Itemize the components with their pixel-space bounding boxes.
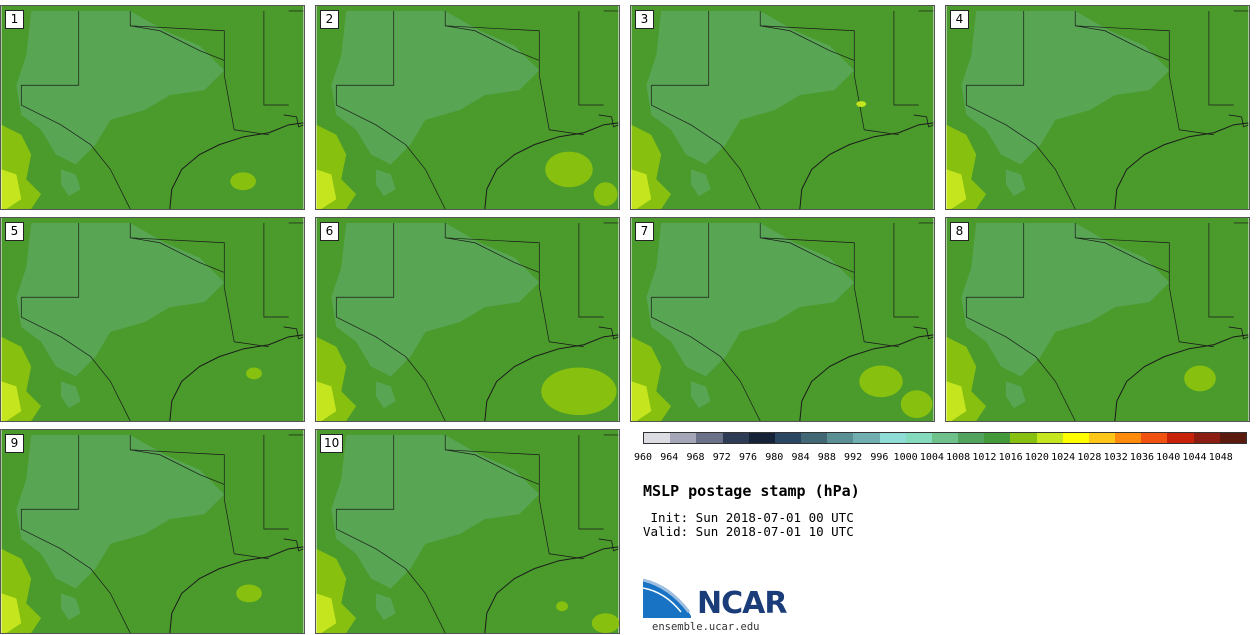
member-label: 5 — [5, 222, 24, 241]
valid-time: Valid: Sun 2018-07-01 10 UTC — [643, 524, 854, 539]
member-label: 7 — [635, 222, 654, 241]
colorbar-swatch — [696, 433, 723, 443]
colorbar-tick-label: 1020 — [1024, 452, 1049, 463]
mslp-map-3 — [631, 6, 934, 209]
colorbar-tick-label: 1032 — [1103, 452, 1128, 463]
map-panel-3: 3 — [630, 5, 935, 210]
colorbar-tick-label: 1000 — [893, 452, 918, 463]
member-label: 8 — [950, 222, 969, 241]
colorbar-tick-label: 976 — [739, 452, 758, 463]
colorbar-swatch — [801, 433, 828, 443]
colorbar-swatch — [984, 433, 1011, 443]
colorbar-tick-label: 988 — [817, 452, 836, 463]
colorbar-tick-label: 980 — [765, 452, 784, 463]
colorbar-tick-label: 984 — [791, 452, 810, 463]
colorbar-swatch — [958, 433, 985, 443]
colorbar-tick-label: 964 — [660, 452, 679, 463]
site-url: ensemble.ucar.edu — [652, 621, 760, 633]
colorbar-swatch — [1062, 433, 1089, 443]
logo-text: NCAR — [697, 586, 787, 621]
colorbar — [643, 432, 1247, 444]
mslp-map-4 — [946, 6, 1249, 209]
colorbar-swatch — [670, 433, 697, 443]
colorbar-tick-label: 1036 — [1129, 452, 1154, 463]
colorbar-swatch — [1115, 433, 1142, 443]
colorbar-tick-label: 972 — [712, 452, 731, 463]
colorbar-tick-label: 1040 — [1156, 452, 1181, 463]
map-panel-4: 4 — [945, 5, 1250, 210]
colorbar-swatch — [905, 433, 932, 443]
colorbar-swatch — [1036, 433, 1063, 443]
map-panel-7: 7 — [630, 217, 935, 422]
map-panel-5: 5 — [0, 217, 305, 422]
mslp-map-9 — [1, 430, 304, 633]
colorbar-swatch — [879, 433, 906, 443]
mslp-map-8 — [946, 218, 1249, 421]
map-panel-2: 2 — [315, 5, 620, 210]
mslp-map-5 — [1, 218, 304, 421]
member-label: 1 — [5, 10, 24, 29]
map-panel-10: 10 — [315, 429, 620, 634]
member-label: 4 — [950, 10, 969, 29]
member-label: 6 — [320, 222, 339, 241]
member-label: 10 — [320, 434, 344, 453]
colorbar-swatch — [722, 433, 749, 443]
colorbar-swatch — [748, 433, 775, 443]
init-time: Init: Sun 2018-07-01 00 UTC — [643, 510, 854, 525]
map-panel-9: 9 — [0, 429, 305, 634]
chart-title: MSLP postage stamp (hPa) — [643, 482, 860, 500]
map-panel-6: 6 — [315, 217, 620, 422]
colorbar-tick-label: 1008 — [946, 452, 971, 463]
colorbar-tick-label: 1012 — [972, 452, 997, 463]
colorbar-tick-label: 968 — [686, 452, 705, 463]
mslp-map-6 — [316, 218, 619, 421]
colorbar-swatch — [1167, 433, 1194, 443]
colorbar-tick-label: 996 — [870, 452, 889, 463]
colorbar-tick-label: 960 — [633, 452, 653, 463]
colorbar-swatch — [774, 433, 802, 443]
colorbar-tick-label: 1004 — [919, 452, 944, 463]
mslp-map-7 — [631, 218, 934, 421]
member-label: 9 — [5, 434, 24, 453]
colorbar-swatch — [1088, 433, 1116, 443]
colorbar-swatch — [853, 433, 880, 443]
mslp-map-10 — [316, 430, 619, 633]
colorbar-swatch — [644, 433, 671, 443]
map-panel-1: 1 — [0, 5, 305, 210]
mslp-map-1 — [1, 6, 304, 209]
colorbar-tick-label: 992 — [844, 452, 863, 463]
member-label: 3 — [635, 10, 654, 29]
colorbar-tick-label: 1024 — [1051, 452, 1076, 463]
colorbar-tick-label: 1028 — [1077, 452, 1102, 463]
colorbar-ticks: 960 964 968 972 976 980 984 988 992 996 1000 1004 10… — [634, 452, 1247, 466]
mslp-map-2 — [316, 6, 619, 209]
colorbar-swatch — [1010, 433, 1037, 443]
colorbar-swatch — [827, 433, 854, 443]
colorbar-swatch — [1141, 433, 1168, 443]
ncar-logo-icon — [643, 578, 691, 618]
colorbar-tick-label: 1044 — [1182, 452, 1207, 463]
colorbar-swatch — [1193, 433, 1220, 443]
member-label: 2 — [320, 10, 339, 29]
colorbar-tick-label: 1016 — [998, 452, 1023, 463]
colorbar-swatch — [931, 433, 959, 443]
colorbar-swatch — [1219, 433, 1246, 443]
colorbar-tick-label: 1048 — [1208, 452, 1233, 463]
map-panel-8: 8 — [945, 217, 1250, 422]
